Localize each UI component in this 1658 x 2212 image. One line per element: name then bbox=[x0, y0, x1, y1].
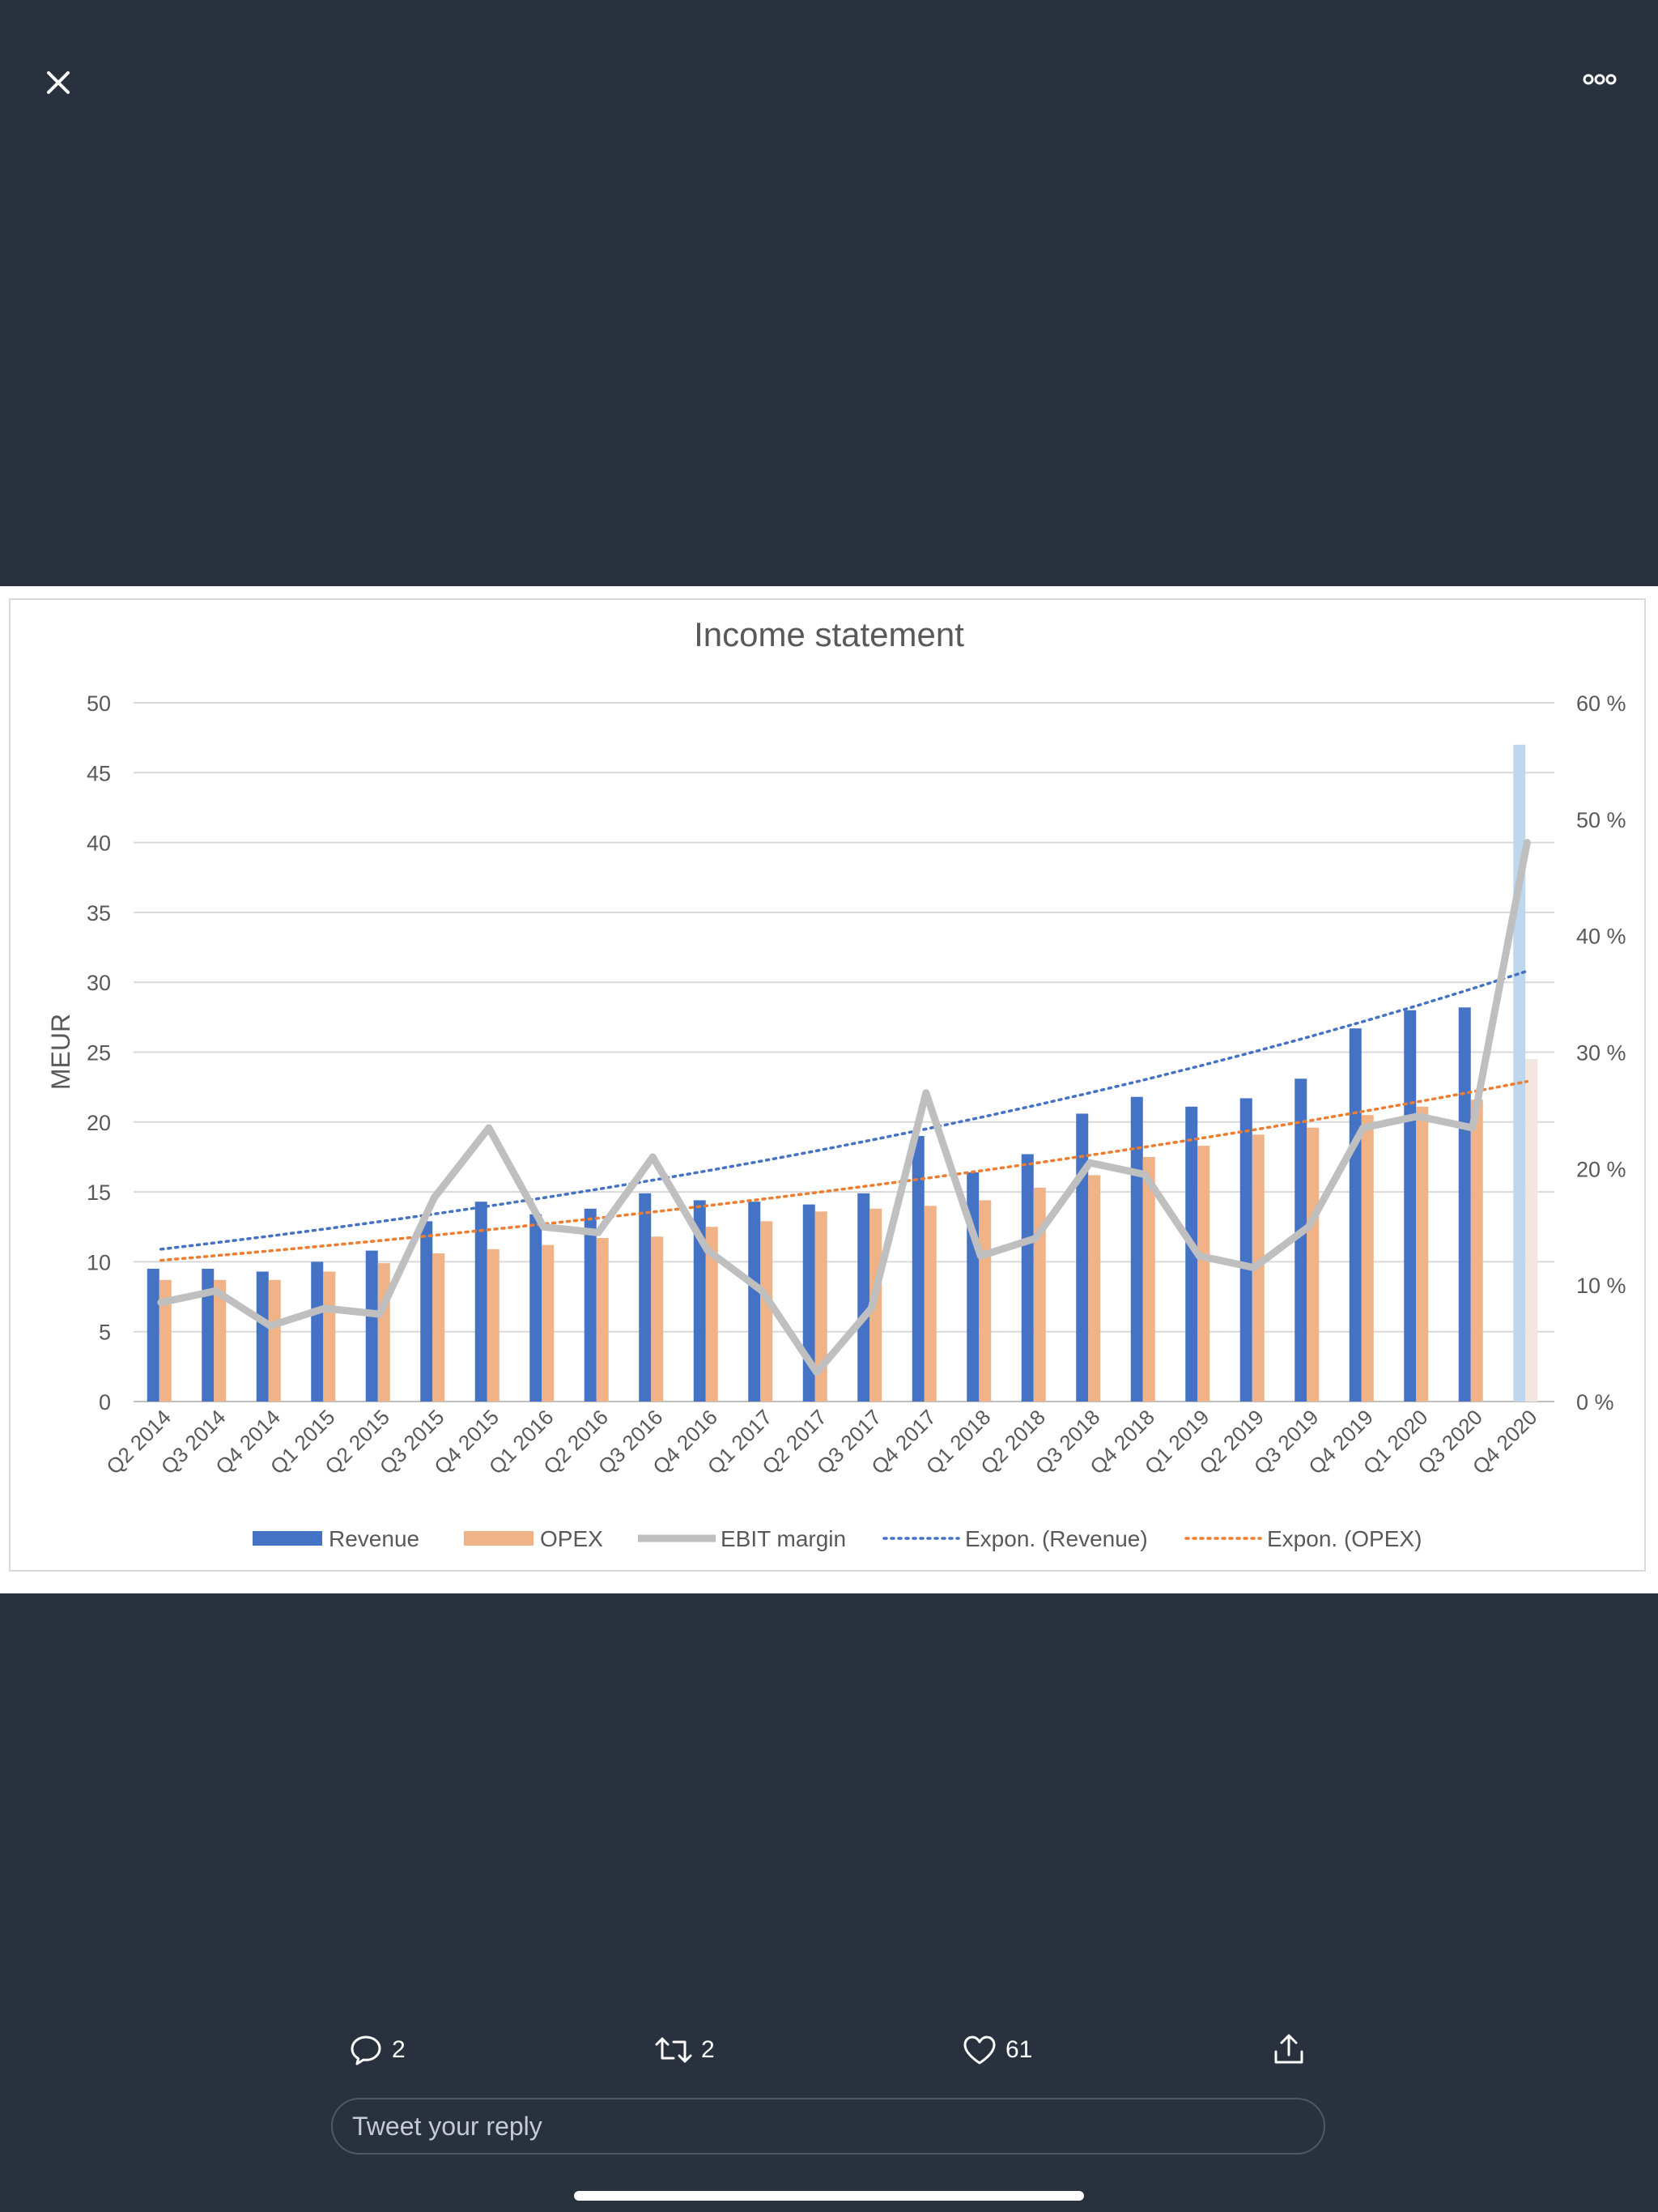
y-tick-label: 45 bbox=[87, 761, 111, 785]
income-statement-chart: Income statement 0 5 10 15 20 25 30 35 40 45 50 0 % 1… bbox=[9, 598, 1646, 1572]
revenue-bar bbox=[748, 1202, 761, 1402]
legend-opex-label: OPEX bbox=[540, 1526, 603, 1551]
legend-expon-revenue-label: Expon. (Revenue) bbox=[965, 1526, 1148, 1551]
opex-bar bbox=[1142, 1156, 1155, 1402]
more-options-button[interactable] bbox=[1580, 65, 1619, 94]
revenue-bar bbox=[365, 1250, 378, 1402]
revenue-bar bbox=[256, 1271, 269, 1402]
y-tick-label: 30 bbox=[87, 971, 111, 995]
opex-bar bbox=[487, 1249, 500, 1402]
revenue-bar bbox=[147, 1269, 159, 1402]
legend-opex-swatch bbox=[464, 1531, 534, 1546]
opex-bar bbox=[214, 1279, 227, 1402]
revenue-bar bbox=[311, 1261, 324, 1402]
y-tick-label: 50 bbox=[87, 691, 111, 716]
revenue-bar bbox=[857, 1193, 870, 1402]
y-tick-label: 25 bbox=[87, 1041, 111, 1066]
y2-tick-label: 50 % bbox=[1576, 808, 1626, 832]
opex-bar bbox=[979, 1200, 992, 1402]
reply-button[interactable]: 2 bbox=[348, 2024, 406, 2076]
revenue-bar bbox=[1404, 1010, 1417, 1402]
share-icon bbox=[1274, 2034, 1303, 2064]
opex-bar bbox=[1361, 1115, 1374, 1402]
opex-bar bbox=[432, 1253, 445, 1402]
revenue-trendline bbox=[159, 969, 1529, 1251]
y-tick-label: 40 bbox=[87, 832, 111, 856]
opex-bar bbox=[1088, 1175, 1101, 1402]
y2-tick-label: 30 % bbox=[1576, 1041, 1626, 1066]
opex-bar bbox=[323, 1271, 336, 1402]
chart-title: Income statement bbox=[694, 615, 964, 653]
revenue-bar bbox=[1349, 1028, 1362, 1402]
revenue-bar bbox=[1130, 1096, 1143, 1402]
legend-revenue-label: Revenue bbox=[329, 1526, 419, 1551]
more-options-icon bbox=[1583, 74, 1617, 85]
opex-bar bbox=[377, 1263, 390, 1402]
opex-bar bbox=[760, 1221, 773, 1402]
tweet-actions: 2 2 61 bbox=[0, 2024, 1658, 2076]
revenue-bar bbox=[639, 1193, 652, 1402]
opex-bar bbox=[1307, 1127, 1320, 1402]
opex-bar bbox=[814, 1211, 827, 1402]
opex-bar bbox=[1525, 1059, 1538, 1402]
revenue-bar bbox=[202, 1269, 215, 1402]
y2-tick-label: 20 % bbox=[1576, 1157, 1626, 1181]
ebit-margin-line bbox=[157, 839, 1531, 1376]
chart-border bbox=[9, 598, 1646, 1572]
opex-bar bbox=[1197, 1146, 1210, 1402]
legend-ebit-margin-label: EBIT margin bbox=[721, 1526, 846, 1551]
y-tick-label: 0 bbox=[99, 1390, 111, 1414]
y2-tick-label: 0 % bbox=[1576, 1390, 1614, 1414]
opex-bar bbox=[596, 1238, 609, 1402]
revenue-bar bbox=[693, 1200, 706, 1402]
opex-bar bbox=[1033, 1187, 1046, 1402]
revenue-bar bbox=[1458, 1007, 1471, 1402]
reply-count: 2 bbox=[392, 2036, 406, 2063]
share-button[interactable] bbox=[1271, 2024, 1307, 2076]
heart-icon bbox=[963, 2035, 996, 2065]
revenue-bar bbox=[1185, 1106, 1198, 1402]
revenue-bar bbox=[912, 1136, 925, 1402]
y-tick-label: 5 bbox=[99, 1321, 111, 1345]
retweet-button[interactable]: 2 bbox=[654, 2024, 715, 2076]
legend-revenue-swatch bbox=[253, 1531, 322, 1546]
revenue-bar bbox=[529, 1214, 542, 1402]
y-tick-label: 20 bbox=[87, 1111, 111, 1135]
chart-image[interactable]: Income statement 0 5 10 15 20 25 30 35 40 45 50 0 % 1… bbox=[0, 586, 1658, 1593]
y2-tick-label: 10 % bbox=[1576, 1274, 1626, 1298]
opex-bar bbox=[1470, 1100, 1483, 1402]
revenue-bar bbox=[474, 1202, 487, 1402]
tweet-reply-input[interactable] bbox=[331, 2098, 1325, 2155]
y-tick-label: 10 bbox=[87, 1250, 111, 1274]
reply-icon bbox=[351, 2035, 381, 2065]
close-icon bbox=[47, 71, 70, 94]
revenue-bar bbox=[584, 1208, 597, 1402]
y-tick-label: 35 bbox=[87, 901, 111, 925]
revenue-bar bbox=[1239, 1098, 1252, 1402]
legend-expon-opex-label: Expon. (OPEX) bbox=[1267, 1526, 1422, 1551]
revenue-bar bbox=[1021, 1154, 1034, 1402]
opex-bar bbox=[1416, 1106, 1429, 1402]
revenue-bar bbox=[1076, 1113, 1089, 1402]
y2-tick-label: 40 % bbox=[1576, 925, 1626, 949]
revenue-bar bbox=[967, 1172, 980, 1402]
home-indicator[interactable] bbox=[574, 2191, 1084, 2201]
opex-trendline bbox=[159, 1079, 1529, 1262]
opex-bar bbox=[159, 1279, 172, 1402]
y-axis-label: MEUR bbox=[46, 1014, 75, 1090]
revenue-bar bbox=[1295, 1078, 1307, 1402]
opex-bar bbox=[651, 1236, 664, 1402]
retweet-count: 2 bbox=[701, 2036, 715, 2063]
close-button[interactable] bbox=[39, 63, 78, 102]
opex-bar bbox=[268, 1279, 281, 1402]
opex-bar bbox=[924, 1206, 937, 1402]
opex-bar bbox=[542, 1244, 555, 1402]
opex-bar bbox=[705, 1227, 718, 1402]
revenue-bar bbox=[420, 1221, 433, 1402]
like-count: 61 bbox=[1005, 2036, 1033, 2063]
like-button[interactable]: 61 bbox=[962, 2024, 1032, 2076]
y2-tick-label: 60 % bbox=[1576, 691, 1626, 716]
y-tick-label: 15 bbox=[87, 1180, 111, 1205]
retweet-icon bbox=[655, 2037, 692, 2063]
